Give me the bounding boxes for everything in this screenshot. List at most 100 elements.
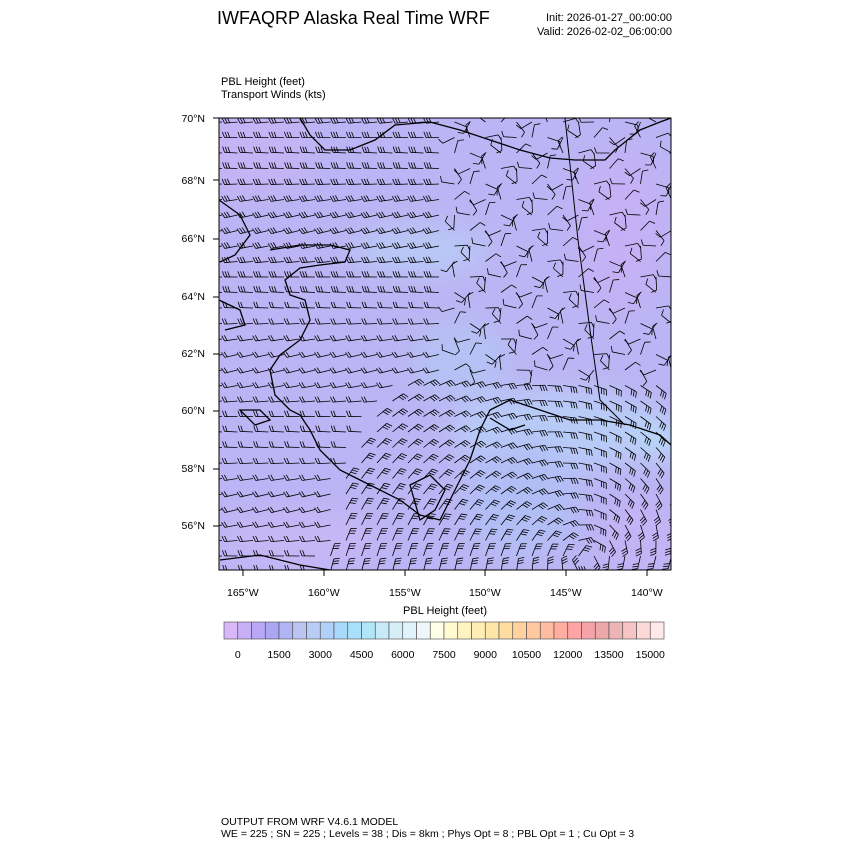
wind-barb [454,528,467,541]
wind-barb [422,227,440,234]
wind-barb [283,227,300,234]
wind-barb [624,524,632,542]
wind-barb [314,535,331,543]
wind-barb [485,354,497,368]
wind-barb [329,335,347,342]
wind-barb [655,400,667,416]
wind-barb [516,121,525,138]
wind-barb [454,498,469,510]
wind-barb [392,557,402,570]
wind-barb [283,367,300,374]
wind-barb [314,242,331,249]
wind-barb [438,557,448,570]
wind-barb [562,214,579,222]
wind-barb [219,137,223,138]
wind-barb [590,152,597,170]
wind-barb [454,484,470,495]
wind-barb [361,301,378,309]
wind-barb [581,199,595,212]
wind-barb [438,528,451,541]
wind-barb [222,162,238,169]
wind-barb [407,393,425,402]
wind-barb [315,162,331,169]
wind-barb [547,517,564,526]
wind-barb [609,493,621,508]
colorbar-label: 3000 [308,649,332,661]
wind-barb [609,431,622,444]
wind-barb [578,478,593,487]
wind-barb [407,468,423,479]
wind-barb [491,308,502,324]
wind-barb [299,178,316,185]
wind-barb [423,256,440,264]
wind-barb [547,530,562,541]
wind-barb [299,146,316,154]
wind-barb [609,447,622,460]
wind-barb [267,382,285,389]
wind-barb [624,493,635,509]
wind-barb [486,354,502,365]
wind-barb [345,512,358,526]
wind-barb [219,431,223,433]
wind-barb [460,246,471,262]
wind-barb [423,379,440,387]
wind-barb [469,543,481,557]
colorbar-label: 10500 [511,649,542,661]
wind-barb [314,367,331,374]
wind-barb [652,322,658,340]
wind-barb [252,195,269,202]
wind-barb [609,416,622,428]
wind-barb [361,131,378,138]
wind-barb [422,367,440,374]
wind-barb [655,230,665,247]
wind-barb [299,535,316,543]
wind-barb [407,178,424,185]
wind-barb [438,137,455,144]
wind-barb [562,532,579,541]
wind-barb [267,351,285,358]
wind-barb [253,271,269,278]
colorbar-swatch [292,621,307,640]
wind-barb [453,168,471,175]
wind-barb [505,170,517,185]
wind-barb [221,535,238,543]
wind-barb [283,335,300,342]
wind-barb [609,279,620,293]
wind-barb [531,152,548,160]
wind-barb [423,528,435,541]
wind-barb [283,474,300,481]
wind-barb [298,335,316,342]
wind-barb [330,285,347,293]
wind-barb [376,335,393,342]
wind-barb [485,397,502,404]
wind-barb [236,351,254,358]
wind-barb [219,276,223,278]
wind-barb [219,509,223,511]
colorbar-swatch [636,621,651,640]
wind-barb [423,557,433,570]
wind-barb [423,178,440,185]
wind-barb [469,425,487,433]
wind-barb [219,152,223,154]
wind-barb [598,186,610,200]
wind-barb [562,492,579,499]
wind-barb [584,324,595,340]
wind-barb [448,214,455,231]
wind-barb [593,276,610,283]
wind-barb [268,285,285,293]
colorbar-swatch [622,621,637,640]
wind-barb [315,146,331,154]
wind-barb [660,572,672,584]
wind-barb [407,543,419,557]
wind-barb [562,357,575,371]
colorbar-label: 4500 [349,649,374,661]
wind-barb [345,542,357,557]
wind-barb [407,453,423,464]
wind-barb [547,416,563,423]
wind-barb [407,557,418,570]
wind-barb [345,557,356,570]
wind-barb [237,131,254,138]
wind-barb [531,515,548,526]
wind-barb [485,201,496,216]
wind-barb [221,178,238,185]
